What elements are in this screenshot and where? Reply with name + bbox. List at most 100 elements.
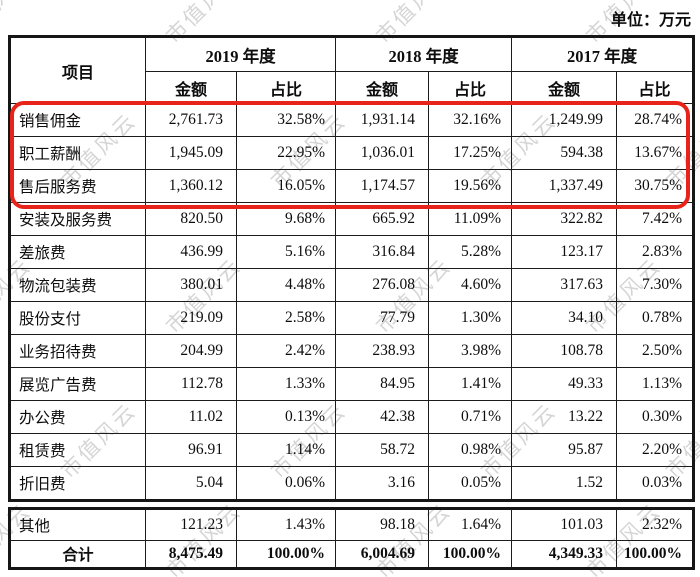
- cell-ratio-2017: 7.42%: [616, 202, 694, 236]
- row-label: 股份支付: [9, 301, 146, 335]
- cell-ratio-2018: 3.98%: [428, 334, 512, 368]
- cell-amount-2018: 316.84: [335, 235, 429, 269]
- cell-amount-2018: 58.72: [335, 433, 429, 467]
- header-year-2018: 2018 年度: [335, 36, 512, 72]
- table-row: 物流包装费 380.01 4.48% 276.08 4.60% 317.63 7…: [9, 268, 694, 302]
- cell-amount-2019: 1,945.09: [145, 136, 237, 170]
- cell-amount-2017: 13.22: [511, 400, 617, 434]
- cell-amount-2017: 322.82: [511, 202, 617, 236]
- header-row-subs: 金额 占比 金额 占比 金额 占比: [10, 71, 694, 104]
- cell-ratio-2018: 5.28%: [428, 235, 512, 269]
- row-label: 合计: [9, 540, 146, 569]
- expense-table: 项目 2019 年度 2018 年度 2017 年度 金额 占比 金额 占比 金…: [8, 35, 695, 570]
- cell-amount-2017: 594.38: [511, 136, 617, 170]
- header-ratio-2019: 占比: [236, 71, 336, 104]
- cell-amount-2018: 276.08: [335, 268, 429, 302]
- header-item: 项目: [9, 36, 146, 104]
- header-amount-2019: 金额: [145, 71, 237, 104]
- header-ratio-2017: 占比: [616, 71, 694, 104]
- cell-amount-2018: 3.16: [335, 466, 429, 501]
- cell-ratio-2019: 1.14%: [236, 433, 336, 467]
- cell-ratio-2018: 32.16%: [428, 103, 512, 137]
- cell-ratio-2019: 32.58%: [236, 103, 336, 137]
- row-label: 其他: [9, 508, 146, 541]
- cell-amount-2019: 112.78: [145, 367, 237, 401]
- cell-ratio-2019: 2.58%: [236, 301, 336, 335]
- cell-ratio-2018: 11.09%: [428, 202, 512, 236]
- header-amount-2018: 金额: [335, 71, 429, 104]
- cell-amount-2019: 219.09: [145, 301, 237, 335]
- row-label: 销售佣金: [9, 103, 146, 137]
- table-row: 合计 8,475.49 100.00% 6,004.69 100.00% 4,3…: [9, 540, 694, 569]
- cell-ratio-2017: 1.13%: [616, 367, 694, 401]
- cell-ratio-2017: 0.30%: [616, 400, 694, 434]
- cell-amount-2019: 121.23: [145, 508, 237, 541]
- table-row: 差旅费 436.99 5.16% 316.84 5.28% 123.17 2.8…: [9, 235, 694, 269]
- cell-ratio-2019: 4.48%: [236, 268, 336, 302]
- table-row: 职工薪酬 1,945.09 22.95% 1,036.01 17.25% 594…: [9, 136, 694, 170]
- cell-amount-2019: 96.91: [145, 433, 237, 467]
- row-label: 业务招待费: [9, 334, 146, 368]
- cell-ratio-2019: 5.16%: [236, 235, 336, 269]
- cell-ratio-2018: 1.41%: [428, 367, 512, 401]
- cell-amount-2019: 5.04: [145, 466, 237, 501]
- cell-amount-2018: 42.38: [335, 400, 429, 434]
- cell-ratio-2019: 1.43%: [236, 508, 336, 541]
- cell-ratio-2019: 22.95%: [236, 136, 336, 170]
- cell-ratio-2017: 30.75%: [616, 169, 694, 203]
- row-label: 物流包装费: [9, 268, 146, 302]
- cell-ratio-2018: 4.60%: [428, 268, 512, 302]
- row-label: 展览广告费: [9, 367, 146, 401]
- table-row: 业务招待费 204.99 2.42% 238.93 3.98% 108.78 2…: [9, 334, 694, 368]
- header-row-years: 项目 2019 年度 2018 年度 2017 年度: [9, 36, 694, 104]
- cell-ratio-2019: 0.13%: [236, 400, 336, 434]
- cell-amount-2018: 6,004.69: [335, 540, 429, 569]
- table-row: 安装及服务费 820.50 9.68% 665.92 11.09% 322.82…: [9, 202, 694, 236]
- cell-ratio-2017: 2.83%: [616, 235, 694, 269]
- cell-ratio-2018: 100.00%: [428, 540, 512, 569]
- cell-ratio-2017: 0.78%: [616, 301, 694, 335]
- cell-ratio-2019: 2.42%: [236, 334, 336, 368]
- cell-amount-2019: 204.99: [145, 334, 237, 368]
- cell-amount-2019: 11.02: [145, 400, 237, 434]
- cell-amount-2017: 317.63: [511, 268, 617, 302]
- row-label: 安装及服务费: [9, 202, 146, 236]
- cell-ratio-2017: 0.03%: [616, 466, 694, 501]
- cell-amount-2017: 1.52: [511, 466, 617, 501]
- cell-amount-2018: 77.79: [335, 301, 429, 335]
- cell-amount-2017: 1,249.99: [511, 103, 617, 137]
- header-year-2019: 2019 年度: [145, 36, 336, 72]
- header-ratio-2018: 占比: [428, 71, 512, 104]
- table-row: 股份支付 219.09 2.58% 77.79 1.30% 34.10 0.78…: [9, 301, 694, 335]
- row-label: 折旧费: [9, 466, 146, 501]
- expense-table-footer: 其他 121.23 1.43% 98.18 1.64% 101.03 2.32%…: [8, 507, 695, 570]
- cell-ratio-2019: 9.68%: [236, 202, 336, 236]
- cell-amount-2017: 95.87: [511, 433, 617, 467]
- cell-amount-2017: 108.78: [511, 334, 617, 368]
- cell-amount-2017: 101.03: [511, 508, 617, 541]
- cell-amount-2017: 4,349.33: [511, 540, 617, 569]
- cell-ratio-2018: 1.30%: [428, 301, 512, 335]
- cell-amount-2017: 1,337.49: [511, 169, 617, 203]
- expense-table-main: 项目 2019 年度 2018 年度 2017 年度 金额 占比 金额 占比 金…: [8, 35, 695, 502]
- cell-amount-2018: 1,036.01: [335, 136, 429, 170]
- cell-amount-2019: 380.01: [145, 268, 237, 302]
- cell-ratio-2017: 13.67%: [616, 136, 694, 170]
- cell-amount-2018: 84.95: [335, 367, 429, 401]
- cell-amount-2018: 665.92: [335, 202, 429, 236]
- cell-amount-2018: 238.93: [335, 334, 429, 368]
- row-label: 差旅费: [9, 235, 146, 269]
- table-row: 销售佣金 2,761.73 32.58% 1,931.14 32.16% 1,2…: [9, 103, 694, 137]
- cell-amount-2017: 49.33: [511, 367, 617, 401]
- cell-amount-2019: 2,761.73: [145, 103, 237, 137]
- cell-ratio-2019: 0.06%: [236, 466, 336, 501]
- cell-ratio-2018: 17.25%: [428, 136, 512, 170]
- table-row: 其他 121.23 1.43% 98.18 1.64% 101.03 2.32%: [9, 508, 694, 541]
- cell-amount-2019: 1,360.12: [145, 169, 237, 203]
- cell-ratio-2019: 16.05%: [236, 169, 336, 203]
- table-row: 折旧费 5.04 0.06% 3.16 0.05% 1.52 0.03%: [9, 466, 694, 501]
- cell-ratio-2018: 19.56%: [428, 169, 512, 203]
- cell-amount-2019: 820.50: [145, 202, 237, 236]
- header-amount-2017: 金额: [511, 71, 617, 104]
- table-row: 展览广告费 112.78 1.33% 84.95 1.41% 49.33 1.1…: [9, 367, 694, 401]
